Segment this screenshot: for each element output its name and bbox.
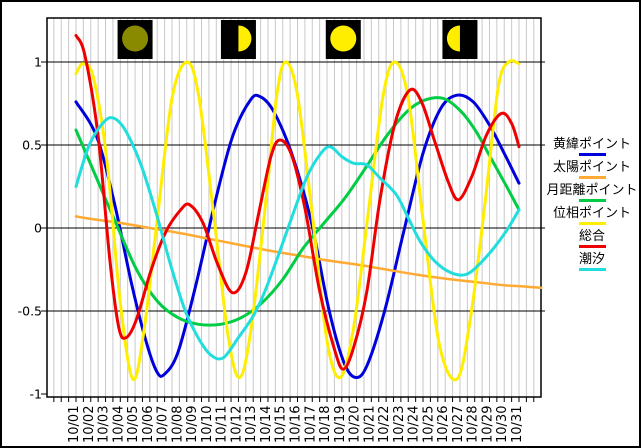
x-axis-label: 10/29 — [480, 406, 495, 443]
x-axis-label: 10/26 — [436, 406, 451, 443]
x-axis-label: 10/17 — [303, 406, 318, 443]
y-axis-label: 0.5 — [22, 138, 42, 153]
x-axis-label: 10/25 — [421, 406, 436, 443]
series-phase — [74, 59, 521, 382]
legend-item-ecliptic-latitude: 黄緯ポイント — [543, 137, 639, 157]
x-axis-label: 10/18 — [318, 406, 333, 443]
x-axis-label: 10/06 — [141, 406, 156, 443]
x-axis-label: 10/28 — [466, 406, 481, 443]
horizontal-gridlines — [47, 61, 541, 312]
y-axis-label: -1 — [30, 387, 42, 402]
legend-marker-phase — [578, 222, 606, 225]
series-total — [74, 33, 521, 371]
x-axis-label: 10/14 — [259, 406, 274, 443]
x-axis-label: 10/27 — [451, 406, 466, 443]
x-axis-label: 10/13 — [244, 406, 259, 443]
legend-label-phase: 位相ポイント — [552, 206, 631, 221]
y-axis-label: -0.5 — [18, 304, 42, 319]
moon-disc-dark — [122, 25, 149, 52]
legend-item-tide: 潮汐 — [543, 252, 639, 272]
chart-legend: 黄緯ポイント 太陽ポイント 月距離ポイント 位相ポイント 総合潮汐 — [543, 137, 639, 275]
moon-disc-lit — [330, 25, 357, 52]
x-axis-label: 10/12 — [229, 406, 244, 443]
x-axis-label: 10/07 — [156, 406, 171, 443]
x-axis-label: 10/10 — [200, 406, 215, 443]
legend-marker-tide — [578, 268, 606, 271]
y-axis-label: 0 — [34, 221, 42, 236]
moon-half-left — [446, 25, 460, 52]
x-axis-labels: 10/01 10/02 10/03 10/04 10/05 10/06 10/07 10/08… — [67, 406, 525, 443]
x-axis-label: 10/31 — [510, 406, 525, 443]
x-axis-label: 10/05 — [126, 406, 141, 443]
legend-label-moon-distance: 月距離ポイント — [546, 183, 638, 198]
legend-label-total: 総合 — [578, 229, 605, 244]
x-axis-label: 10/04 — [111, 406, 126, 443]
x-axis-label: 10/09 — [185, 406, 200, 443]
legend-item-moon-distance: 月距離ポイント — [543, 183, 639, 203]
x-axis-label: 10/30 — [495, 406, 510, 443]
moon-half-right — [238, 25, 252, 52]
last-quarter-icon — [442, 20, 478, 59]
first-quarter-icon — [220, 20, 256, 59]
x-axis-label: 10/08 — [170, 406, 185, 443]
legend-marker-sun — [578, 176, 606, 179]
legend-item-total: 総合 — [543, 229, 639, 249]
legend-item-sun: 太陽ポイント — [543, 160, 639, 180]
legend-label-ecliptic-latitude: 黄緯ポイント — [552, 137, 631, 152]
x-axis-label: 10/15 — [274, 406, 289, 443]
x-axis-label: 10/23 — [392, 406, 407, 443]
x-axis-label: 10/03 — [97, 406, 112, 443]
moon-phase-icons — [117, 20, 478, 59]
y-axis-label: 1 — [34, 55, 42, 70]
plot-border — [46, 17, 542, 398]
x-axis-label: 10/16 — [289, 406, 304, 443]
x-axis-label: 10/22 — [377, 406, 392, 443]
legend-marker-moon-distance — [578, 199, 606, 202]
x-axis-label: 10/02 — [82, 406, 97, 443]
series-curves — [74, 33, 543, 382]
x-axis-label: 10/19 — [333, 406, 348, 443]
axis-ticks — [41, 61, 545, 402]
series-tide — [74, 116, 521, 361]
x-axis-label: 10/21 — [362, 406, 377, 443]
x-axis-label: 10/01 — [67, 406, 82, 443]
legend-marker-ecliptic-latitude — [578, 153, 606, 156]
legend-label-tide: 潮汐 — [578, 252, 605, 267]
legend-label-sun: 太陽ポイント — [552, 160, 631, 175]
y-axis-labels: 1 0.5 0 -0.5 -1 — [18, 55, 42, 402]
x-axis-label: 10/11 — [215, 406, 230, 443]
x-axis-label: 10/24 — [407, 406, 422, 443]
new-moon-icon — [117, 20, 153, 59]
full-moon-icon — [325, 20, 361, 59]
x-axis-label: 10/20 — [348, 406, 363, 443]
legend-marker-total — [578, 245, 606, 248]
legend-item-phase: 位相ポイント — [543, 206, 639, 226]
